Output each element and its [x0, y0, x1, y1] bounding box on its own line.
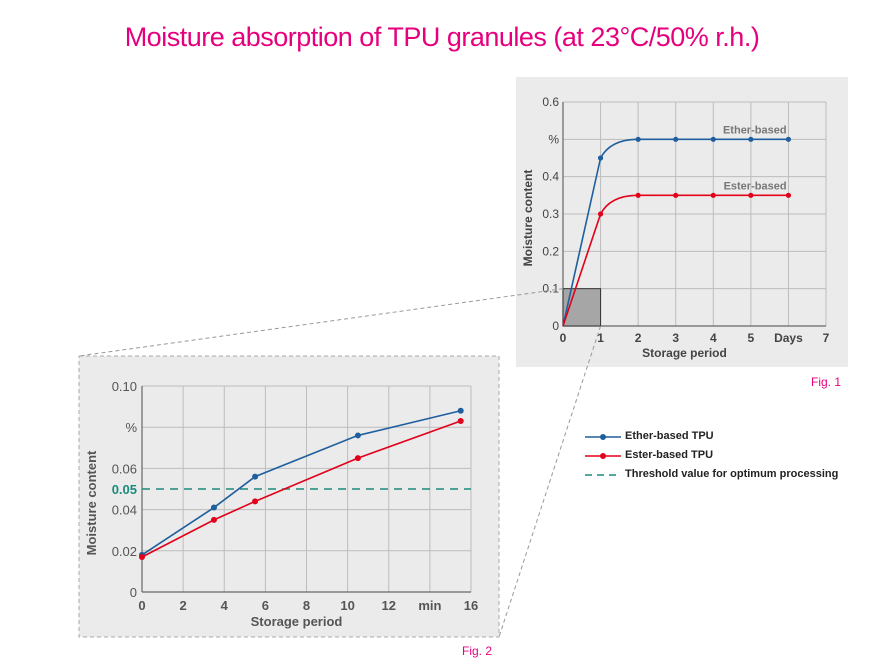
- fig1-point-ether: [673, 136, 679, 142]
- fig1-y-tick-label: %: [548, 132, 559, 146]
- fig2-x-tick-label: 6: [262, 598, 269, 613]
- fig2-x-tick-label: 2: [180, 598, 187, 613]
- zoom-connector-left: [78, 288, 564, 357]
- fig1-point-ester: [748, 192, 754, 198]
- legend-label-ether: Ether-based TPU: [625, 430, 714, 442]
- fig1-point-ester: [635, 192, 641, 198]
- fig2-y-tick-label: 0.06: [112, 461, 137, 476]
- fig1-y-tick-label: 0.3: [542, 207, 559, 221]
- fig2-panel: [79, 356, 499, 637]
- fig1-line-ether: [562, 138, 789, 327]
- fig1-x-tick-label: 7: [823, 331, 830, 345]
- zoom-connector-right: [498, 325, 602, 638]
- fig1-y-tick-label: 0.1: [542, 282, 559, 296]
- fig2-caption: Fig. 2: [462, 644, 493, 658]
- fig1-x-tick-label: Days: [774, 331, 803, 345]
- fig2-y-tick-label: 0.10: [112, 379, 137, 394]
- chart-title: Moisture absorption of TPU granules (at …: [124, 22, 760, 52]
- legend-swatch-ether: [585, 434, 621, 440]
- fig1-y-tick-label: 0.6: [542, 95, 559, 109]
- fig1-y-tick-label: 0.4: [542, 170, 559, 184]
- fig1-x-tick-label: 3: [672, 331, 679, 345]
- fig2-point-ester: [139, 553, 145, 560]
- fig2-y-tick-label: 0.04: [112, 503, 137, 518]
- fig1-x-axis-label: Storage period: [642, 346, 727, 360]
- fig2-x-axis-label: Storage period: [251, 614, 343, 629]
- fig2-x-tick-label: 16: [464, 598, 478, 613]
- fig1-x-tick-label: 2: [635, 331, 642, 345]
- fig1-caption: Fig. 1: [811, 375, 842, 389]
- fig1-point-ester: [785, 192, 792, 198]
- fig2-x-tick-label: 8: [303, 598, 310, 613]
- legend-label-ester: Ester-based TPU: [625, 449, 714, 461]
- legend-swatch-ester: [585, 453, 621, 459]
- fig1-point-ester: [673, 192, 679, 198]
- fig2-y-axis-label: Moisture content: [84, 450, 99, 555]
- fig2-line-ether: [141, 409, 461, 556]
- fig1-point-ether: [748, 136, 754, 142]
- legend-label-threshold: Threshold value for optimum processing: [625, 468, 839, 480]
- fig2-dashed-frame: [78, 355, 500, 638]
- fig2-point-ester: [210, 516, 217, 523]
- fig1-point-ether: [635, 136, 641, 142]
- fig1-series-label-ether: Ether-based: [723, 124, 787, 136]
- fig2-point-ether: [252, 473, 259, 480]
- fig2-point-ether: [457, 407, 464, 414]
- fig2-x-tick-label: 10: [340, 598, 354, 613]
- fig2-x-tick-label: min: [418, 598, 441, 613]
- fig1-y-tick-label: 0: [552, 319, 559, 333]
- fig2-x-tick-label: 12: [382, 598, 396, 613]
- fig1-line-ester: [562, 194, 789, 327]
- fig1-point-ester: [597, 211, 604, 217]
- fig1-point-ester: [710, 192, 716, 198]
- fig2-point-ester: [354, 455, 361, 462]
- fig2-threshold-tick-label: 0.05: [112, 482, 137, 497]
- fig1-series-label-ester: Ester-based: [724, 180, 787, 192]
- fig2-y-tick-label: 0.02: [112, 544, 137, 559]
- fig1-x-tick-label: 0: [560, 331, 567, 345]
- fig1-x-tick-label: 5: [748, 331, 755, 345]
- fig2-x-tick-label: 4: [221, 598, 229, 613]
- fig2-point-ester: [252, 498, 259, 505]
- fig2-point-ester: [457, 418, 464, 425]
- fig1-point-ether: [597, 155, 604, 161]
- fig2-x-tick-label: 0: [138, 598, 145, 613]
- fig2-point-ether: [210, 504, 217, 511]
- fig1-x-tick-label: 1: [597, 331, 604, 345]
- fig1-y-axis-label: Moisture content: [521, 170, 535, 267]
- fig1-x-tick-label: 4: [710, 331, 717, 345]
- fig1-y-tick-label: 0.2: [542, 244, 559, 258]
- legend-swatch-threshold: [585, 474, 621, 476]
- fig2-y-tick-label: 0: [130, 585, 137, 600]
- fig1-point-ether: [785, 136, 792, 142]
- fig2-point-ether: [354, 432, 361, 439]
- fig1-point-ether: [710, 136, 716, 142]
- fig2-y-tick-label: %: [125, 420, 137, 435]
